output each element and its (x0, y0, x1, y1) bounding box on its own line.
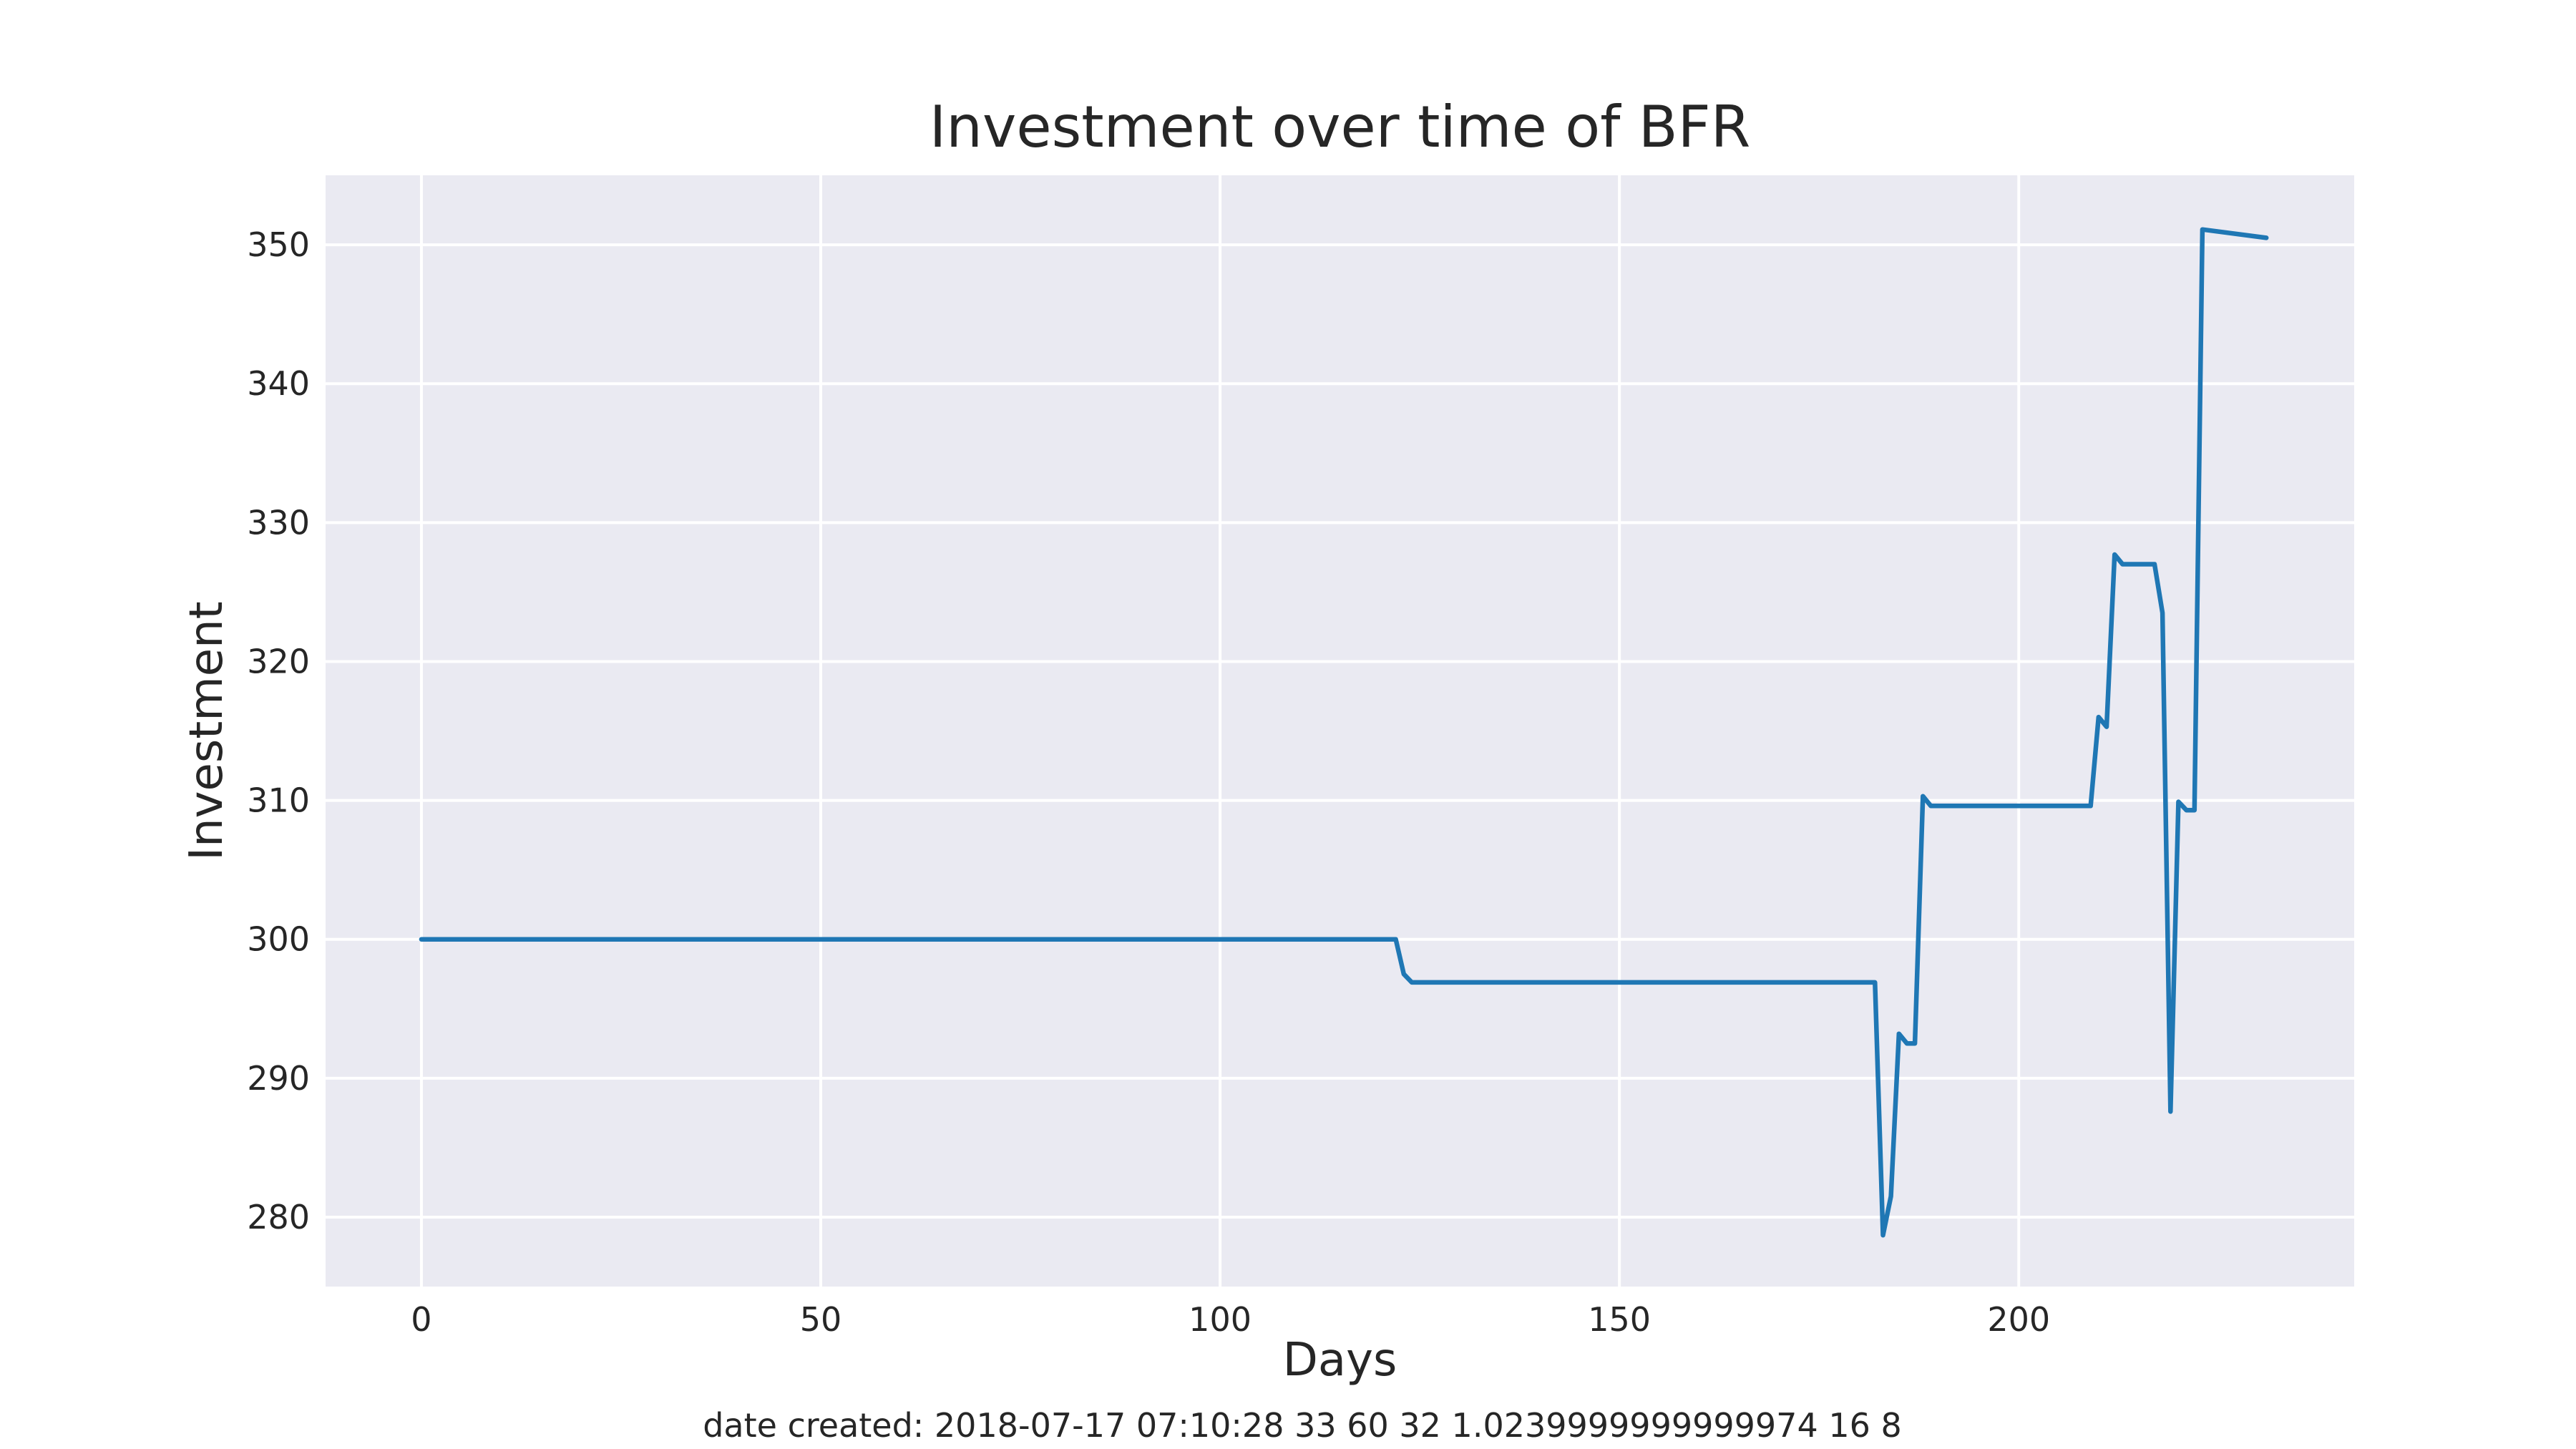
investment-line (419, 227, 2269, 1238)
plot-area (326, 175, 2354, 1287)
y-axis-label: Investment (180, 601, 233, 861)
y-tick-label: 330 (247, 503, 310, 542)
chart-title: Investment over time of BFR (930, 94, 1751, 160)
tick-labels: 0 50 100 150 200 280 290 300 310 320 330 340 350 (247, 225, 2050, 1339)
date-created-note: date created: 2018-07-17 07:10:28 33 60 … (703, 1406, 1902, 1445)
series-layer (419, 227, 2269, 1238)
y-tick-label: 340 (247, 364, 310, 403)
grid-lines (326, 175, 2354, 1287)
y-tick-label: 320 (247, 642, 310, 680)
y-tick-label: 290 (247, 1059, 310, 1098)
x-tick-label: 150 (1588, 1300, 1651, 1339)
x-tick-label: 100 (1189, 1300, 1252, 1339)
y-tick-label: 280 (247, 1198, 310, 1236)
x-tick-label: 200 (1987, 1300, 2050, 1339)
x-tick-label: 0 (411, 1300, 431, 1339)
y-tick-label: 300 (247, 920, 310, 959)
y-tick-label: 350 (247, 225, 310, 264)
x-axis-label: Days (1283, 1334, 1397, 1387)
x-tick-label: 50 (800, 1300, 842, 1339)
y-tick-label: 310 (247, 781, 310, 820)
